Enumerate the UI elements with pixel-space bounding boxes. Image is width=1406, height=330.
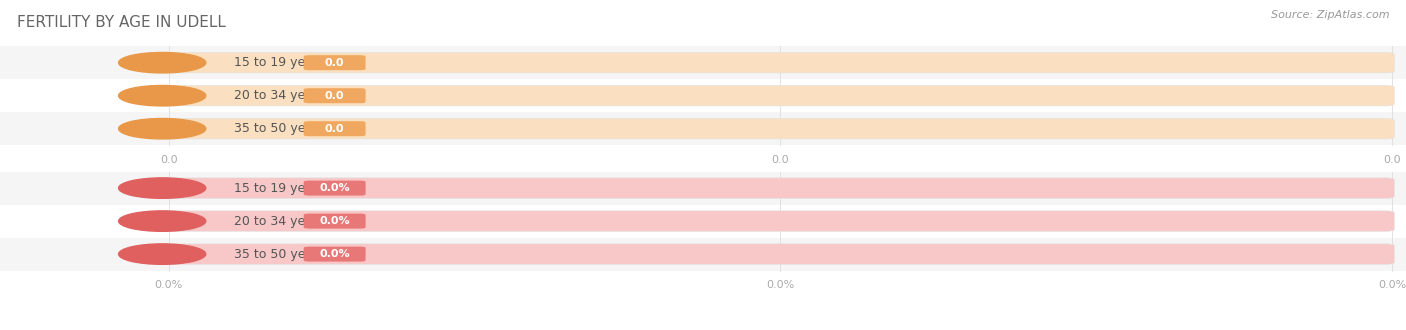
Text: 0.0%: 0.0% [319,183,350,193]
Bar [0,46,1406,79]
Bar [0,205,1406,238]
Text: 0.0%: 0.0% [1378,280,1406,290]
Text: 20 to 34 years: 20 to 34 years [233,89,325,102]
Text: 20 to 34 years: 20 to 34 years [233,214,325,228]
FancyBboxPatch shape [160,211,1395,231]
FancyBboxPatch shape [304,247,366,262]
Bar [0,172,1406,205]
Text: Source: ZipAtlas.com: Source: ZipAtlas.com [1271,10,1389,20]
Text: 35 to 50 years: 35 to 50 years [233,122,325,135]
Circle shape [118,244,205,264]
Bar [0,79,1406,112]
Text: 0.0: 0.0 [325,58,344,68]
Circle shape [118,178,205,198]
FancyBboxPatch shape [304,214,366,229]
Text: 0.0%: 0.0% [319,249,350,259]
Text: 0.0: 0.0 [325,91,344,101]
Circle shape [118,52,205,73]
Text: 0.0: 0.0 [772,155,789,165]
Bar [0,238,1406,271]
FancyBboxPatch shape [304,88,366,103]
Circle shape [118,118,205,139]
FancyBboxPatch shape [160,244,1395,264]
Text: 0.0: 0.0 [160,155,177,165]
Text: 15 to 19 years: 15 to 19 years [233,182,325,195]
Circle shape [118,85,205,106]
Text: 35 to 50 years: 35 to 50 years [233,248,325,261]
Text: 15 to 19 years: 15 to 19 years [233,56,325,69]
FancyBboxPatch shape [160,118,1395,139]
FancyBboxPatch shape [160,178,1395,198]
FancyBboxPatch shape [304,55,366,70]
Text: FERTILITY BY AGE IN UDELL: FERTILITY BY AGE IN UDELL [17,15,226,30]
Text: 0.0%: 0.0% [766,280,794,290]
Text: 0.0%: 0.0% [319,216,350,226]
Text: 0.0: 0.0 [1384,155,1400,165]
FancyBboxPatch shape [304,121,366,136]
FancyBboxPatch shape [160,85,1395,106]
FancyBboxPatch shape [160,52,1395,73]
Bar [0,112,1406,145]
Circle shape [118,211,205,231]
FancyBboxPatch shape [304,181,366,196]
Text: 0.0%: 0.0% [155,280,183,290]
Text: 0.0: 0.0 [325,124,344,134]
